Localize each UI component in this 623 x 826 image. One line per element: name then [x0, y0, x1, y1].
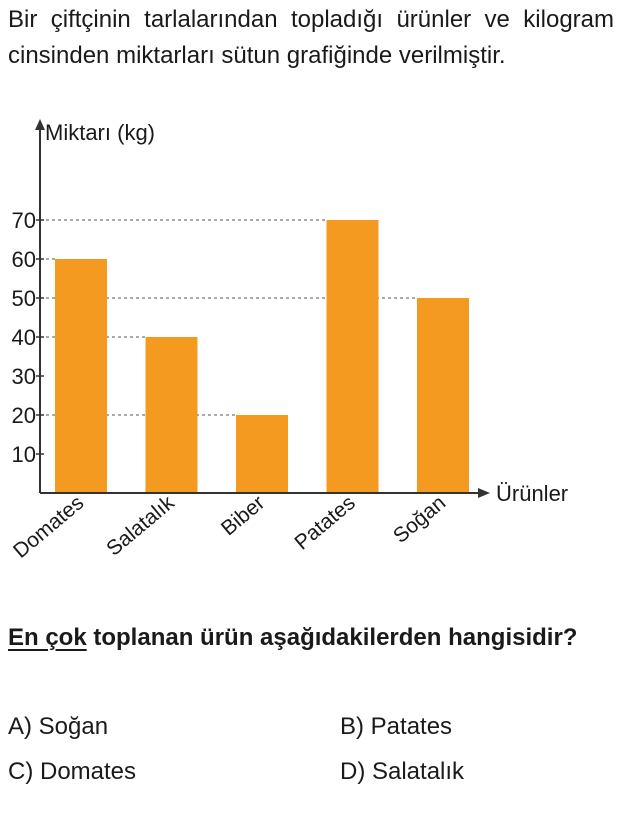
question-text: En çok toplanan ürün aşağıdakilerden han… — [8, 620, 614, 656]
intro-text: Bir çiftçinin tarlalarından topladığı ür… — [8, 6, 614, 69]
option-b[interactable]: B) Patates — [340, 713, 453, 740]
y-axis-arrow — [35, 119, 45, 130]
y-axis-label: Miktarı (kg) — [45, 120, 155, 145]
y-tick-label: 30 — [12, 364, 36, 389]
x-category-label: Soğan — [389, 491, 450, 548]
x-axis-arrow — [478, 488, 490, 498]
y-tick-label: 60 — [12, 247, 36, 272]
option-d[interactable]: D) Salatalık — [340, 758, 465, 785]
x-category-label: Biber — [217, 491, 269, 540]
question-emphasis: En çok — [8, 624, 87, 651]
question-rest: toplanan ürün aşağıdakilerden hangisidir… — [86, 624, 578, 651]
y-tick-label: 50 — [12, 286, 36, 311]
option-a[interactable]: A) Soğan — [8, 713, 109, 740]
x-category-label: Domates — [9, 491, 88, 563]
x-axis-label: Ürünler — [496, 481, 568, 506]
bar-chart: Miktarı (kg) Ürünler 10 20 30 40 50 60 70 Doma… — [9, 119, 568, 563]
option-c[interactable]: C) Domates — [8, 758, 137, 785]
y-tick-label: 70 — [12, 208, 36, 233]
bar-soğan — [417, 298, 469, 493]
bar-biber — [236, 415, 288, 493]
bar-salatalık — [145, 337, 198, 493]
y-tick-label: 20 — [12, 403, 36, 428]
x-category-label: Patates — [290, 491, 359, 554]
x-category-label: Salatalık — [102, 491, 179, 561]
bar-domates — [55, 259, 107, 493]
y-tick-label: 10 — [12, 442, 36, 467]
y-tick-label: 40 — [12, 325, 36, 350]
bar-patates — [326, 220, 379, 493]
